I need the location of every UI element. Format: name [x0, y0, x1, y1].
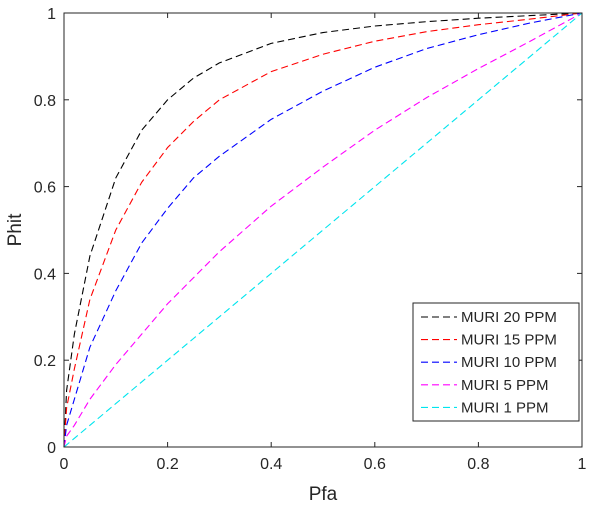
x-tick-label: 0.2 — [156, 456, 178, 473]
y-tick-label: 0 — [47, 440, 56, 457]
series-line-5 — [63, 12, 583, 448]
legend-label-1: MURI 20 PPM — [461, 309, 557, 326]
axes-box — [63, 12, 583, 448]
x-tick-label: 1 — [578, 456, 587, 473]
y-tick-label: 0.8 — [34, 93, 56, 110]
y-tick-label: 0.4 — [34, 266, 56, 283]
series-layer — [63, 12, 583, 448]
legend-label-4: MURI 5 PPM — [461, 377, 549, 394]
y-tick-label: 0.6 — [34, 180, 56, 197]
legend-label-3: MURI 10 PPM — [461, 354, 557, 371]
x-tick-label: 0.6 — [364, 456, 386, 473]
legend: MURI 20 PPM MURI 15 PPM MURI 10 PPM MURI 5 … — [412, 302, 580, 422]
x-axis-label: Pfa — [309, 484, 338, 505]
series-line-4 — [63, 12, 583, 448]
x-tick-label: 0.8 — [467, 456, 489, 473]
legend-label-2: MURI 15 PPM — [461, 332, 557, 349]
y-axis-label: Phit — [5, 213, 26, 246]
y-tick-label: 0.2 — [34, 353, 56, 370]
series-line-3 — [63, 12, 583, 448]
x-tick-label: 0 — [60, 456, 69, 473]
axes-layer: 0 0.2 0.4 0.6 0.8 1 0 0.2 0.4 0.6 0.8 1 — [34, 6, 587, 473]
legend-box — [412, 302, 580, 422]
series-line-2 — [63, 12, 583, 448]
legend-label-5: MURI 1 PPM — [461, 399, 549, 416]
x-tick-label: 0.4 — [260, 456, 282, 473]
y-tick-label: 1 — [47, 6, 56, 23]
series-line-1 — [63, 12, 583, 448]
